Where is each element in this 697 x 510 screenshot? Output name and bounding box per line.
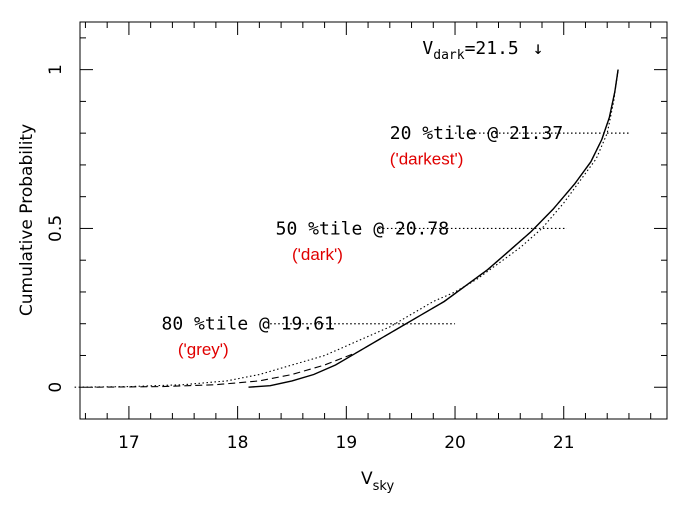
annotation-tier-label: ('grey') xyxy=(178,340,229,359)
x-axis-title: Vsky xyxy=(361,469,394,494)
x-tick-label: 21 xyxy=(553,433,575,453)
y-tick-label: 0 xyxy=(46,382,66,393)
x-tick-label: 20 xyxy=(444,433,466,453)
tick-labels: 17 18 19 20 21 0 0.5 1 xyxy=(46,64,575,453)
vdark-label: Vdark=21.5 ↓ xyxy=(422,38,543,63)
plot-frame xyxy=(79,21,668,420)
annotation-percentile: 80 %tile @ 19.61 xyxy=(162,314,335,335)
axis-ticks xyxy=(80,22,667,420)
y-axis-title: Cumulative Probability xyxy=(17,124,37,316)
x-tick-label: 18 xyxy=(227,433,249,453)
annotations: 20 %tile @ 21.37 ('darkest') 50 %tile @ 20… xyxy=(162,123,564,359)
series-line-dashed xyxy=(96,69,619,388)
x-tick-label: 19 xyxy=(336,433,358,453)
series-line-dotted xyxy=(74,69,619,388)
y-tick-label: 0.5 xyxy=(46,215,66,242)
annotation-percentile: 50 %tile @ 20.78 xyxy=(276,218,449,239)
y-tick-label: 1 xyxy=(46,64,66,75)
annotation-tier-label: ('darkest') xyxy=(390,150,464,169)
annotation-percentile: 20 %tile @ 21.37 xyxy=(390,123,563,144)
percentile-reference-lines xyxy=(270,132,629,325)
x-tick-label: 17 xyxy=(118,433,140,453)
data-series xyxy=(74,69,619,388)
annotation-tier-label: ('dark') xyxy=(292,245,343,264)
